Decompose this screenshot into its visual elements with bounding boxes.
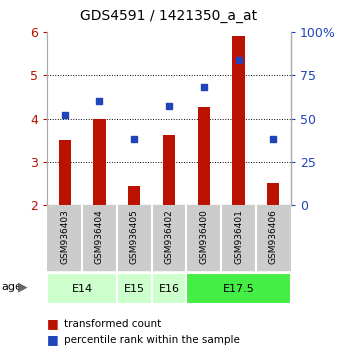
Bar — [233, 36, 245, 205]
Point — [236, 57, 241, 62]
Text: E17.5: E17.5 — [223, 284, 255, 293]
Point — [201, 85, 207, 90]
Text: ■: ■ — [47, 333, 59, 346]
Bar — [163, 135, 175, 205]
Text: GSM936403: GSM936403 — [60, 210, 69, 264]
Bar — [93, 119, 105, 205]
Bar — [152, 273, 186, 304]
Bar — [47, 273, 117, 304]
Bar — [267, 183, 280, 205]
Bar — [186, 273, 291, 304]
Text: E15: E15 — [124, 284, 145, 293]
Text: GSM936402: GSM936402 — [165, 210, 173, 264]
Point — [271, 137, 276, 142]
Point — [97, 98, 102, 104]
Point — [62, 112, 67, 118]
Text: transformed count: transformed count — [64, 319, 162, 329]
Text: age: age — [2, 282, 23, 292]
Text: percentile rank within the sample: percentile rank within the sample — [64, 335, 240, 345]
Text: GSM936404: GSM936404 — [95, 210, 104, 264]
Text: ■: ■ — [47, 318, 59, 330]
Text: GDS4591 / 1421350_a_at: GDS4591 / 1421350_a_at — [80, 9, 258, 23]
Bar — [47, 205, 291, 270]
Text: GSM936405: GSM936405 — [130, 210, 139, 264]
Text: ▶: ▶ — [18, 280, 27, 293]
Point — [166, 104, 172, 109]
Bar — [198, 107, 210, 205]
Point — [131, 137, 137, 142]
Text: E14: E14 — [72, 284, 93, 293]
Text: GSM936400: GSM936400 — [199, 210, 208, 264]
Text: E16: E16 — [159, 284, 179, 293]
Text: GSM936406: GSM936406 — [269, 210, 278, 264]
Bar — [58, 140, 71, 205]
Text: GSM936401: GSM936401 — [234, 210, 243, 264]
Bar — [117, 273, 152, 304]
Bar — [128, 186, 140, 205]
